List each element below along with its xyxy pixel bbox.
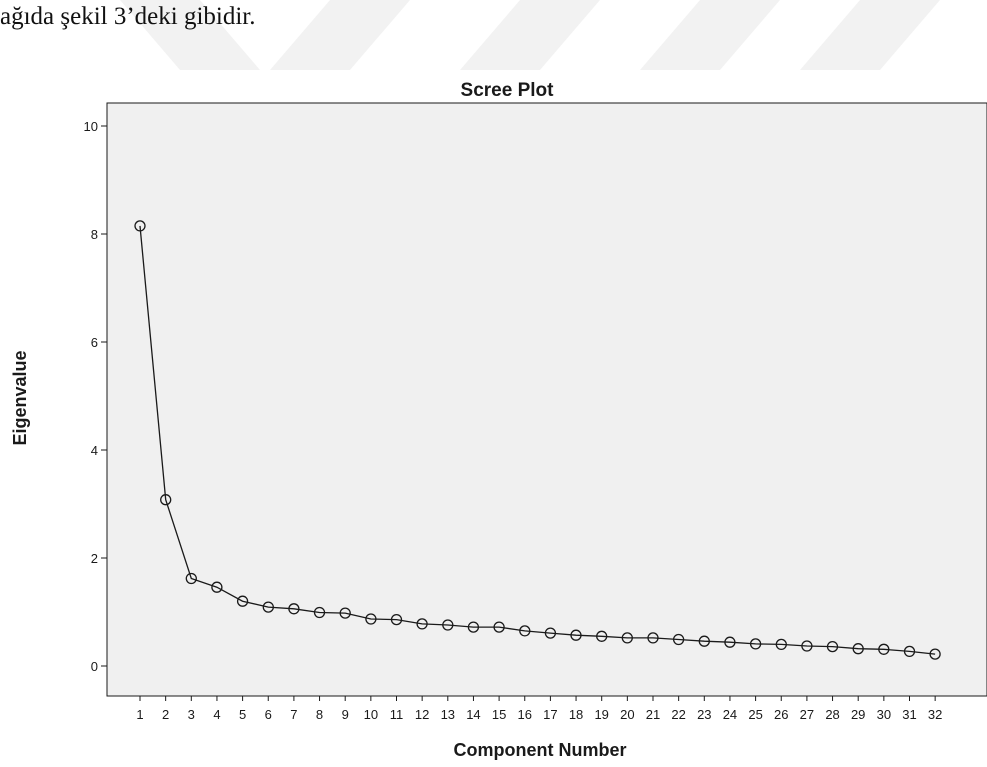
x-tick-label: 7 — [290, 707, 297, 722]
data-point — [826, 640, 839, 653]
x-tick-label: 19 — [594, 707, 608, 722]
x-tick-label: 1 — [136, 707, 143, 722]
x-tick-label: 26 — [774, 707, 788, 722]
data-point — [236, 595, 249, 607]
x-tick-label: 16 — [518, 707, 532, 722]
data-point — [724, 636, 736, 648]
y-tick-label: 2 — [91, 551, 98, 566]
data-point — [775, 638, 787, 651]
data-point — [339, 607, 351, 619]
data-point — [519, 625, 531, 637]
data-point — [647, 632, 659, 644]
data-point — [288, 603, 300, 615]
data-point — [211, 581, 223, 593]
x-tick-label: 22 — [671, 707, 685, 722]
data-point — [544, 627, 557, 639]
y-tick-label: 6 — [91, 335, 98, 350]
x-tick-label: 24 — [723, 707, 737, 722]
data-point — [672, 633, 685, 646]
x-tick-label: 5 — [239, 707, 246, 722]
data-point — [878, 643, 890, 655]
x-tick-label: 15 — [492, 707, 506, 722]
x-tick-label: 32 — [928, 707, 942, 722]
x-tick-label: 17 — [543, 707, 557, 722]
watermark-stripe — [800, 0, 940, 70]
data-point — [493, 621, 505, 633]
plot-area — [106, 102, 987, 697]
y-tick-label: 4 — [91, 443, 98, 458]
data-point — [185, 572, 197, 585]
data-point — [365, 613, 377, 625]
data-point — [134, 220, 146, 232]
x-axis-label: Component Number — [454, 740, 627, 760]
watermark-stripe — [270, 0, 410, 70]
data-point — [160, 494, 172, 506]
data-point — [621, 632, 633, 644]
x-tick-label: 3 — [188, 707, 195, 722]
watermark-stripe — [640, 0, 780, 70]
y-tick-label: 0 — [91, 659, 98, 674]
x-tick-label: 10 — [364, 707, 378, 722]
data-point — [390, 613, 403, 626]
data-point — [467, 621, 480, 633]
y-axis: 0 2 4 6 8 10 — [84, 119, 107, 674]
x-tick-label: 23 — [697, 707, 711, 722]
chart-title: Scree Plot — [461, 80, 555, 101]
watermark-stripe — [120, 0, 260, 70]
eigenvalue-line — [139, 225, 936, 655]
data-point — [262, 601, 274, 613]
data-point — [570, 629, 582, 641]
data-points — [134, 220, 941, 660]
x-tick-label: 2 — [162, 707, 169, 722]
x-tick-label: 14 — [466, 707, 480, 722]
x-tick-label: 18 — [569, 707, 583, 722]
x-tick-label: 21 — [646, 707, 660, 722]
x-tick-label: 29 — [851, 707, 865, 722]
x-tick-label: 28 — [825, 707, 839, 722]
data-point — [313, 606, 326, 619]
data-point — [749, 638, 762, 650]
x-axis: 1 2 3 4 5 6 7 8 9 10 11 12 13 14 15 16 17 18 19 20 21 22 23 24 2… — [136, 696, 942, 722]
data-point — [596, 630, 608, 642]
y-tick-label: 8 — [91, 227, 98, 242]
x-tick-label: 4 — [213, 707, 220, 722]
x-tick-label: 20 — [620, 707, 634, 722]
y-axis-label: Eigenvalue — [10, 350, 30, 445]
y-tick-label: 10 — [84, 119, 98, 134]
data-point — [929, 648, 941, 660]
x-tick-label: 8 — [316, 707, 323, 722]
x-tick-label: 27 — [800, 707, 814, 722]
data-point — [801, 640, 813, 652]
x-tick-label: 31 — [902, 707, 916, 722]
data-point — [442, 619, 454, 631]
x-tick-label: 25 — [748, 707, 762, 722]
watermark-stripe — [460, 0, 600, 70]
x-tick-label: 9 — [342, 707, 349, 722]
watermark-stripes — [120, 0, 940, 70]
x-tick-label: 6 — [265, 707, 272, 722]
data-point — [698, 635, 710, 647]
document-caption: ağıda şekil 3’deki gibidir. — [0, 3, 256, 30]
data-point — [416, 618, 428, 630]
x-tick-label: 30 — [877, 707, 891, 722]
x-tick-label: 11 — [390, 707, 404, 722]
data-point — [852, 643, 864, 655]
data-point — [903, 645, 916, 658]
x-tick-label: 13 — [441, 707, 455, 722]
x-tick-label: 12 — [415, 707, 429, 722]
